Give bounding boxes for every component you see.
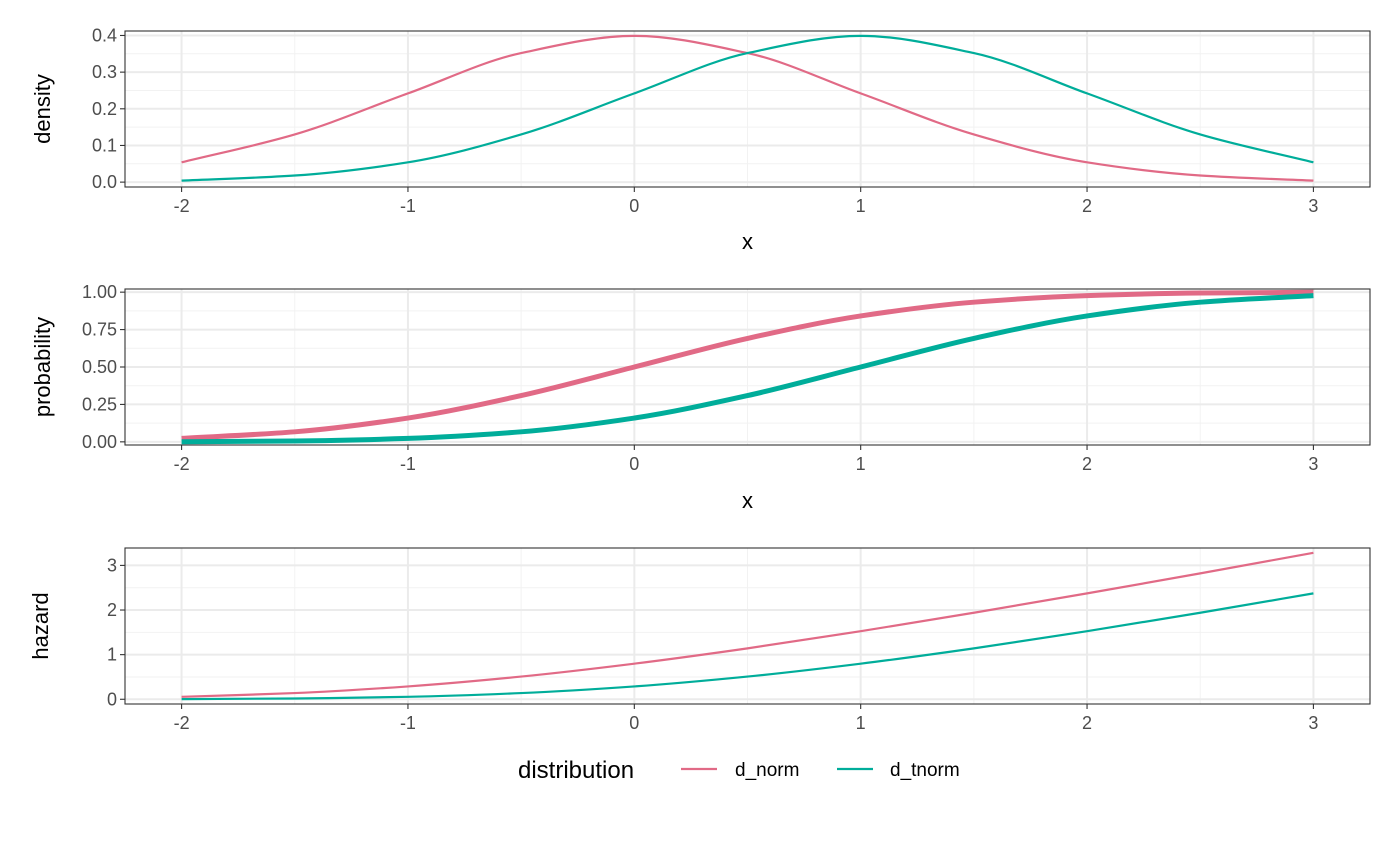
hazard-y-tick-label: 1	[107, 645, 117, 665]
probability-y-axis-title: probability	[30, 317, 55, 417]
probability-x-tick-label: -2	[174, 454, 190, 474]
hazard-x-tick-label: 2	[1082, 713, 1092, 733]
hazard-series	[181, 551, 1314, 701]
density-y-axis-title: density	[30, 74, 55, 144]
hazard-x-tick-label: 3	[1308, 713, 1318, 733]
legend: distribution d_norm d_tnorm	[518, 757, 960, 784]
density-x-tick-label: 3	[1308, 196, 1318, 216]
probability-y-tick-label: 0.75	[82, 320, 117, 340]
probability-x-tick-label: 2	[1082, 454, 1092, 474]
probability-y-tick-label: 0.25	[82, 394, 117, 414]
hazard-y-tick-label: 2	[107, 600, 117, 620]
probability-series-line-d-tnorm	[181, 293, 1314, 445]
probability-series	[181, 289, 1314, 445]
density-y-tick-label: 0.3	[92, 62, 117, 82]
probability-ticks: -2 -1 0 1 2 3 0.00 0.25 0.50 0.75 1.00	[82, 282, 1318, 474]
density-x-tick-label: -2	[174, 196, 190, 216]
hazard-panel: -2 -1 0 1 2 3 0 1 2 3 hazard	[28, 547, 1371, 733]
density-y-tick-label: 0.0	[92, 172, 117, 192]
hazard-x-tick-label: -2	[174, 713, 190, 733]
hazard-ticks: -2 -1 0 1 2 3 0 1 2 3	[107, 555, 1318, 733]
hazard-y-tick-label: 3	[107, 555, 117, 575]
hazard-grid	[125, 548, 1370, 704]
probability-grid	[125, 289, 1370, 445]
density-x-tick-label: 2	[1082, 196, 1092, 216]
probability-y-tick-label: 1.00	[82, 282, 117, 302]
density-series-line-d-tnorm	[181, 34, 1314, 182]
density-x-tick-label: -1	[400, 196, 416, 216]
hazard-panel-border	[124, 547, 1371, 705]
density-y-tick-label: 0.4	[92, 25, 117, 45]
probability-y-tick-label: 0.00	[82, 432, 117, 452]
density-y-tick-label: 0.1	[92, 135, 117, 155]
probability-x-tick-label: 1	[856, 454, 866, 474]
hazard-x-tick-label: 0	[629, 713, 639, 733]
probability-x-axis-title: x	[742, 488, 753, 513]
probability-x-tick-label: -1	[400, 454, 416, 474]
density-series	[181, 34, 1314, 182]
density-y-tick-label: 0.2	[92, 99, 117, 119]
probability-panel: -2 -1 0 1 2 3 0.00 0.25 0.50 0.75 1.00 x probabili…	[30, 282, 1371, 513]
density-x-tick-label: 0	[629, 196, 639, 216]
probability-series-line-d-norm	[181, 289, 1314, 441]
hazard-x-tick-label: 1	[856, 713, 866, 733]
hazard-series-line-d-tnorm	[181, 592, 1314, 701]
density-x-axis-title: x	[742, 229, 753, 254]
probability-x-tick-label: 3	[1308, 454, 1318, 474]
probability-y-tick-label: 0.50	[82, 357, 117, 377]
density-x-tick-label: 1	[856, 196, 866, 216]
probability-x-tick-label: 0	[629, 454, 639, 474]
density-ticks: -2 -1 0 1 2 3 0.0 0.1 0.2 0.3 0.4	[92, 25, 1318, 216]
hazard-y-axis-title: hazard	[28, 592, 53, 659]
density-grid	[125, 31, 1370, 187]
legend-label-d-norm: d_norm	[735, 760, 799, 781]
hazard-series-line-d-norm	[181, 551, 1314, 698]
legend-label-d-tnorm: d_tnorm	[890, 760, 960, 781]
hazard-x-tick-label: -1	[400, 713, 416, 733]
legend-title: distribution	[518, 757, 634, 784]
hazard-y-tick-label: 0	[107, 689, 117, 709]
density-panel: -2 -1 0 1 2 3 0.0 0.1 0.2 0.3 0.4 x density	[30, 25, 1371, 254]
